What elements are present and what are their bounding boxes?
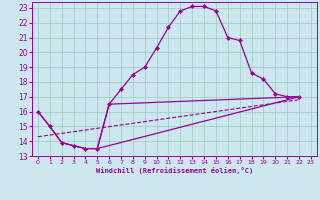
X-axis label: Windchill (Refroidissement éolien,°C): Windchill (Refroidissement éolien,°C) — [96, 167, 253, 174]
